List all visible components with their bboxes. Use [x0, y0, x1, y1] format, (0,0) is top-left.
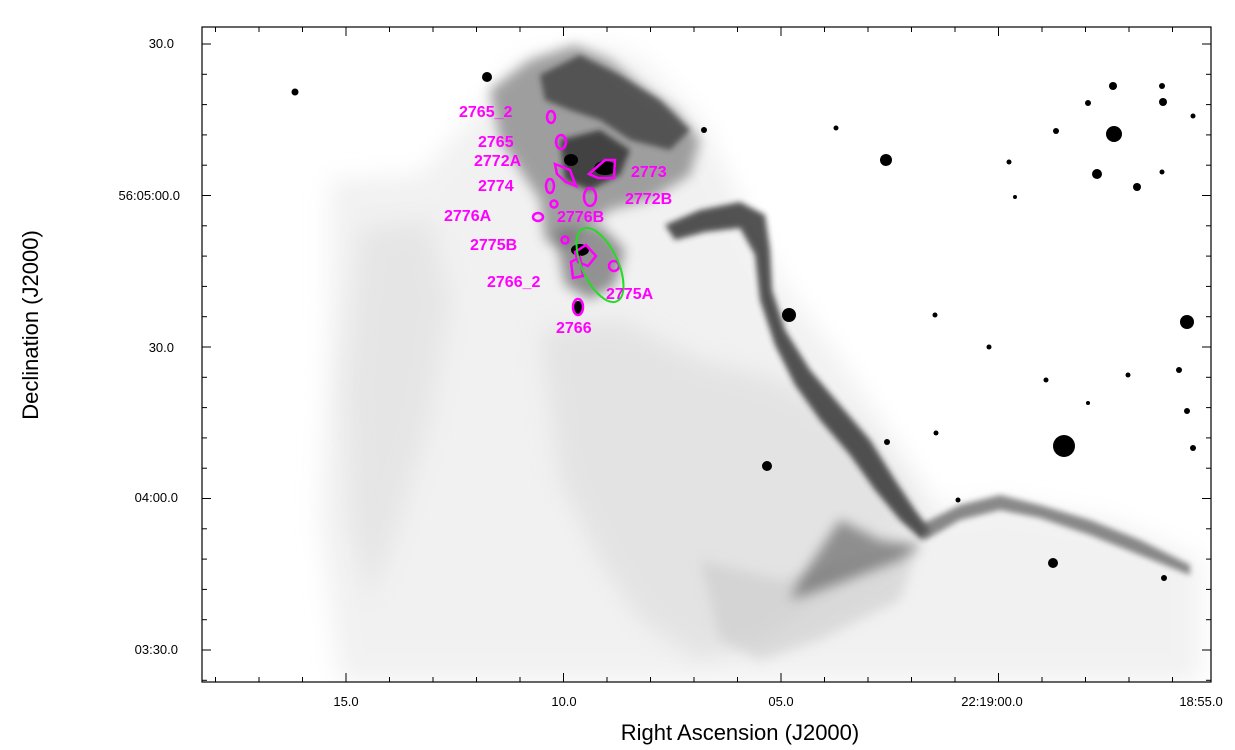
y-tick-labels: 30.0 56:05:00.0 30.0 04:00.0 03:30.0	[119, 36, 180, 657]
label-2772B: 2772B	[625, 191, 672, 208]
label-2776B: 2776B	[557, 209, 604, 226]
label-2765_2: 2765_2	[459, 104, 512, 121]
label-2772A: 2772A	[474, 153, 522, 170]
label-2766: 2766	[556, 320, 592, 337]
y-tick-label: 30.0	[149, 340, 174, 355]
x-axis-title: Right Ascension (J2000)	[621, 720, 859, 745]
label-2766_2: 2766_2	[487, 274, 540, 291]
label-2775B: 2775B	[470, 237, 517, 254]
y-axis-title: Declination (J2000)	[18, 230, 43, 420]
y-tick-label: 03:30.0	[135, 642, 178, 657]
x-tick-label: 05.0	[768, 694, 793, 709]
x-tick-label: 18:55.0	[1179, 694, 1222, 709]
label-2776A: 2776A	[444, 208, 492, 225]
label-2765: 2765	[478, 134, 514, 151]
x-tick-label: 15.0	[333, 694, 358, 709]
label-2773: 2773	[631, 164, 667, 181]
label-2774: 2774	[478, 178, 514, 195]
y-tick-label: 56:05:00.0	[119, 188, 180, 203]
x-tick-label: 22:19:00.0	[961, 694, 1022, 709]
y-tick-label: 30.0	[149, 36, 174, 51]
x-tick-labels: 15.0 10.0 05.0 22:19:00.0 18:55.0	[333, 694, 1222, 709]
y-tick-label: 04:00.0	[135, 490, 178, 505]
label-2775A: 2775A	[606, 286, 654, 303]
x-tick-label: 10.0	[551, 694, 576, 709]
